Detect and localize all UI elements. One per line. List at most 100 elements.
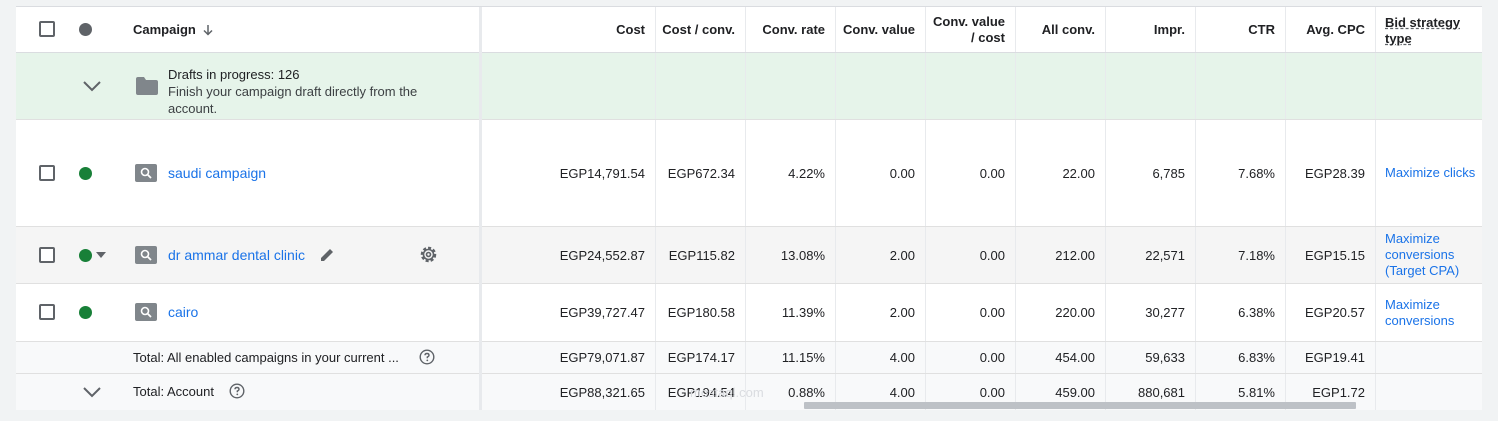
help-icon[interactable] [419, 349, 435, 365]
enabled-status-icon[interactable] [79, 167, 92, 180]
search-campaign-icon [135, 164, 157, 182]
cost-conv-cell: EGP194.54 [656, 374, 746, 410]
pencil-icon[interactable] [318, 246, 336, 264]
all-conv-cell: 454.00 [1016, 342, 1106, 373]
drafts-empty-cell [1016, 53, 1106, 119]
cost-cell: EGP14,791.54 [482, 120, 656, 226]
frozen-column-divider[interactable] [479, 7, 482, 410]
conv-value-cell: 4.00 [836, 374, 926, 410]
campaign-header-label: Campaign [133, 22, 196, 37]
conv-rate-cell: 0.88% [746, 374, 836, 410]
chevron-down-icon[interactable] [82, 386, 102, 398]
row-checkbox[interactable] [39, 165, 55, 181]
header-conv-value[interactable]: Conv. value [836, 7, 926, 52]
drafts-empty-cell [482, 53, 656, 119]
conv-value-cost-cell: 0.00 [926, 374, 1016, 410]
header-bid-strategy[interactable]: Bid strategy type [1385, 15, 1461, 46]
campaign-name-link[interactable]: cairo [168, 304, 199, 320]
drafts-row: Drafts in progress: 126 Finish your camp… [16, 53, 1482, 120]
status-column-icon [79, 23, 92, 36]
row-checkbox[interactable] [39, 304, 55, 320]
avg-cpc-cell: EGP19.41 [1286, 342, 1376, 373]
conv-value-cost-cell: 0.00 [926, 120, 1016, 226]
total-row: Total: All enabled campaigns in your cur… [16, 342, 1482, 374]
header-conv-value-cost[interactable]: Conv. value / cost [926, 7, 1016, 52]
all-conv-cell: 22.00 [1016, 120, 1106, 226]
drafts-empty-cell [1196, 53, 1286, 119]
ctr-cell: 5.81% [1196, 374, 1286, 410]
header-all-conv[interactable]: All conv. [1016, 7, 1106, 52]
header-cost[interactable]: Cost [482, 7, 656, 52]
campaign-column-header[interactable]: Campaign [133, 22, 214, 37]
status-dropdown-icon[interactable] [96, 252, 106, 258]
avg-cpc-cell: EGP28.39 [1286, 120, 1376, 226]
drafts-empty-cell [1106, 53, 1196, 119]
conv-value-cost-cell: 0.00 [926, 227, 1016, 283]
bid-strategy-link[interactable]: Maximize clicks [1385, 165, 1476, 180]
cost-cell: EGP39,727.47 [482, 284, 656, 341]
drafts-empty-cell [656, 53, 746, 119]
campaigns-table: Campaign Cost Cost / conv. Conv. rate Co… [16, 6, 1482, 410]
bid-strategy-link[interactable]: Maximize conversions (Target CPA) [1385, 231, 1460, 278]
all-conv-cell: 212.00 [1016, 227, 1106, 283]
ctr-cell: 7.68% [1196, 120, 1286, 226]
bid-strategy-cell [1376, 342, 1482, 373]
cost-conv-cell: EGP174.17 [656, 342, 746, 373]
right-edge-gutter [1484, 0, 1498, 421]
impr-cell: 30,277 [1106, 284, 1196, 341]
header-cost-per-conv[interactable]: Cost / conv. [656, 7, 746, 52]
drafts-empty-cell [1286, 53, 1376, 119]
header-conv-rate[interactable]: Conv. rate [746, 7, 836, 52]
header-ctr[interactable]: CTR [1196, 7, 1286, 52]
conv-value-cost-cell: 0.00 [926, 342, 1016, 373]
conv-value-cell: 4.00 [836, 342, 926, 373]
cost-cell: EGP24,552.87 [482, 227, 656, 283]
bid-strategy-link[interactable]: Maximize conversions [1385, 296, 1455, 328]
bid-strategy-cell: Maximize clicks [1376, 120, 1482, 226]
help-icon[interactable] [229, 383, 245, 399]
ctr-cell: 7.18% [1196, 227, 1286, 283]
bid-strategy-cell: Maximize conversions [1376, 284, 1482, 341]
conv-value-cell: 2.00 [836, 284, 926, 341]
table-row: dr ammar dental clinic EGP24,552.87 EGP1… [16, 227, 1482, 284]
drafts-empty-cell [926, 53, 1016, 119]
cost-conv-cell: EGP672.34 [656, 120, 746, 226]
watermark: mostaql.com [690, 385, 764, 400]
conv-rate-cell: 11.15% [746, 342, 836, 373]
conv-value-cost-cell: 0.00 [926, 284, 1016, 341]
drafts-text: Drafts in progress: 126 Finish your camp… [168, 66, 458, 117]
horizontal-scrollbar[interactable] [804, 402, 1356, 409]
enabled-status-icon[interactable] [79, 306, 92, 319]
ctr-cell: 6.38% [1196, 284, 1286, 341]
conv-rate-cell: 11.39% [746, 284, 836, 341]
folder-icon [136, 77, 158, 95]
conv-value-cell: 2.00 [836, 227, 926, 283]
all-conv-cell: 459.00 [1016, 374, 1106, 410]
impr-cell: 22,571 [1106, 227, 1196, 283]
chevron-down-icon[interactable] [82, 80, 102, 92]
impr-cell: 880,681 [1106, 374, 1196, 410]
select-all-checkbox[interactable] [39, 21, 55, 37]
drafts-empty-cell [746, 53, 836, 119]
campaign-name-link[interactable]: saudi campaign [168, 165, 267, 181]
header-impr[interactable]: Impr. [1106, 7, 1196, 52]
avg-cpc-cell: EGP15.15 [1286, 227, 1376, 283]
cost-conv-cell: EGP115.82 [656, 227, 746, 283]
row-checkbox[interactable] [39, 247, 55, 263]
drafts-empty-cell [836, 53, 926, 119]
drafts-description: Finish your campaign draft directly from… [168, 84, 418, 116]
sort-arrow-down-icon [203, 24, 213, 36]
impr-cell: 6,785 [1106, 120, 1196, 226]
bid-strategy-cell [1376, 374, 1482, 410]
search-campaign-icon [135, 303, 157, 321]
gear-icon[interactable] [418, 244, 439, 265]
conv-rate-cell: 4.22% [746, 120, 836, 226]
conv-rate-cell: 13.08% [746, 227, 836, 283]
cost-cell: EGP88,321.65 [482, 374, 656, 410]
ctr-cell: 6.83% [1196, 342, 1286, 373]
campaign-name-link[interactable]: dr ammar dental clinic [168, 247, 305, 263]
table-row: cairo EGP39,727.47 EGP180.58 11.39% 2.00… [16, 284, 1482, 342]
header-avg-cpc[interactable]: Avg. CPC [1286, 7, 1376, 52]
conv-value-cell: 0.00 [836, 120, 926, 226]
enabled-status-icon[interactable] [79, 249, 92, 262]
